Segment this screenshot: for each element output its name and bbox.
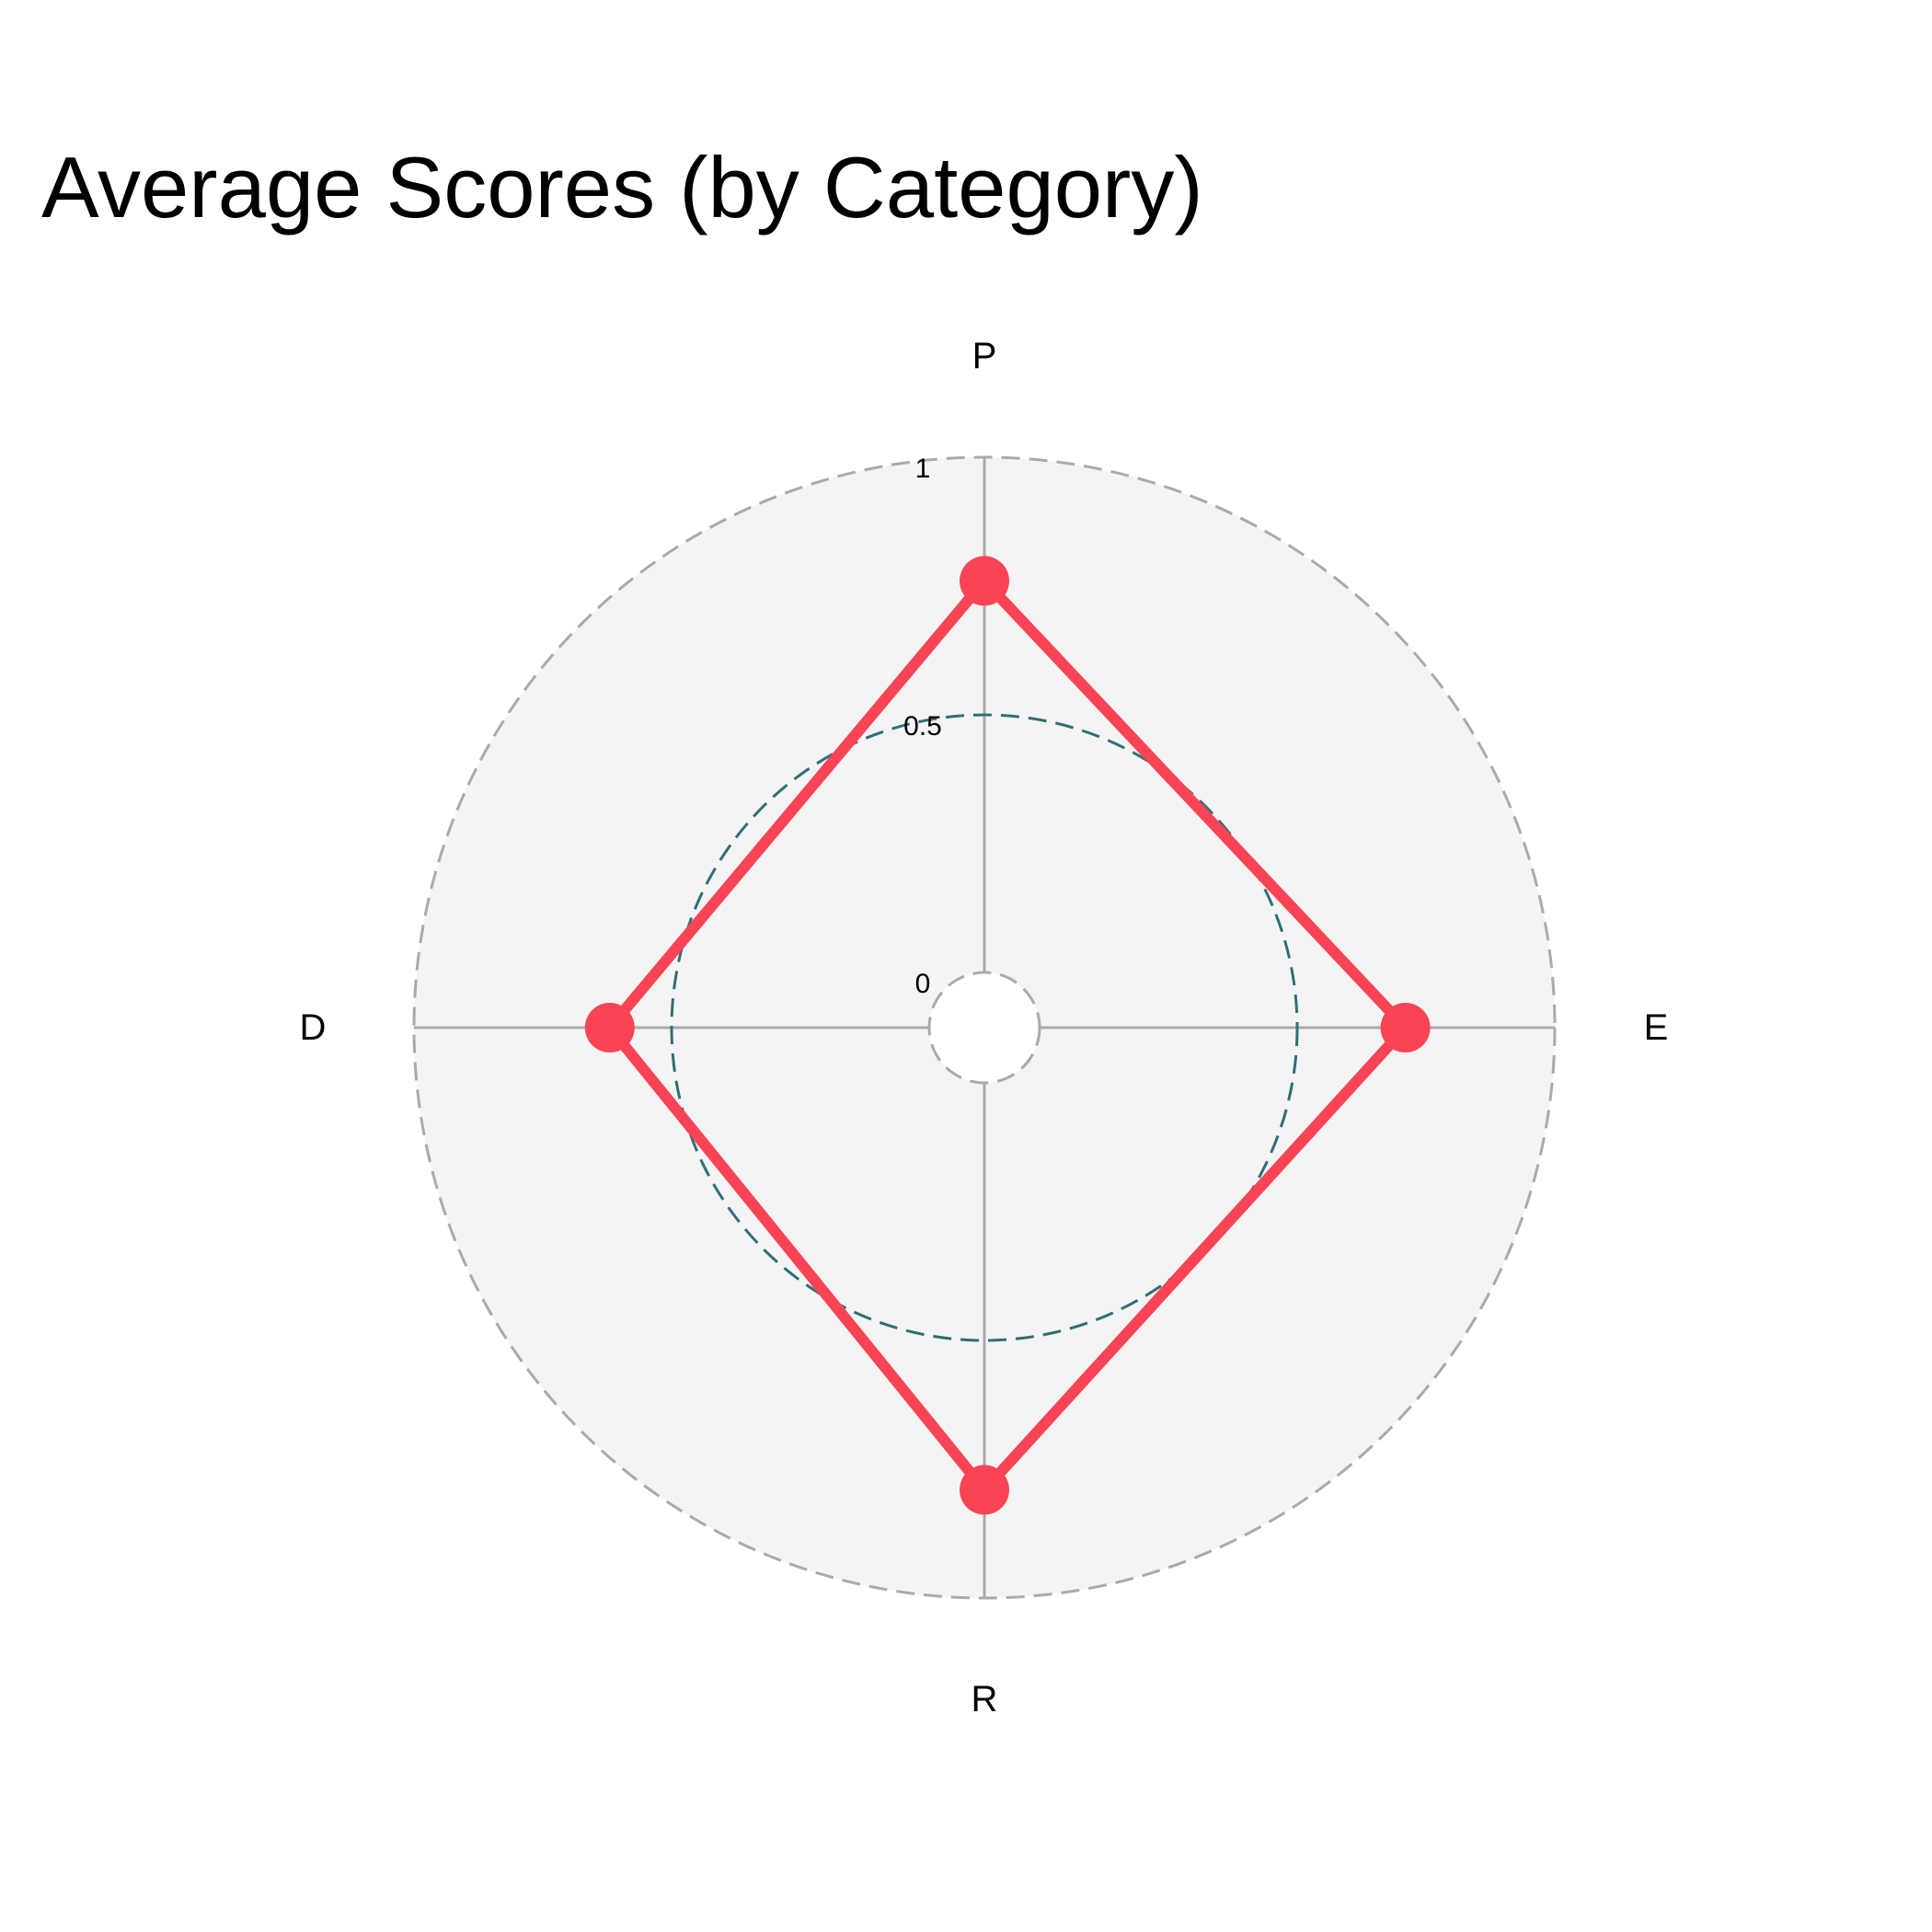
radial-tick-label: 0 bbox=[915, 969, 931, 999]
polar-background bbox=[414, 457, 1555, 1598]
grid-ring-0-5 bbox=[670, 713, 1299, 1342]
radial-tick-labels: 00.51 bbox=[903, 454, 942, 999]
grid-ring-1 bbox=[412, 455, 1557, 1600]
data-point-p bbox=[960, 556, 1009, 606]
radial-tick-label: 0.5 bbox=[903, 711, 942, 742]
data-point-d bbox=[584, 1003, 635, 1052]
category-label-p: P bbox=[972, 336, 997, 376]
grid-ring-0 bbox=[927, 971, 1041, 1085]
polar-grid bbox=[412, 455, 1557, 1600]
data-point-e bbox=[1380, 1003, 1431, 1052]
category-label-r: R bbox=[972, 1679, 998, 1719]
category-label-d: D bbox=[300, 1007, 327, 1048]
data-series bbox=[584, 556, 1431, 1515]
category-label-e: E bbox=[1644, 1007, 1669, 1048]
data-point-r bbox=[960, 1465, 1009, 1515]
category-labels: P E R D bbox=[300, 336, 1669, 1719]
polar-background-area bbox=[414, 457, 1555, 1598]
radial-tick-label: 1 bbox=[915, 454, 931, 484]
chart-title: Average Scores (by Category) bbox=[41, 139, 1203, 236]
